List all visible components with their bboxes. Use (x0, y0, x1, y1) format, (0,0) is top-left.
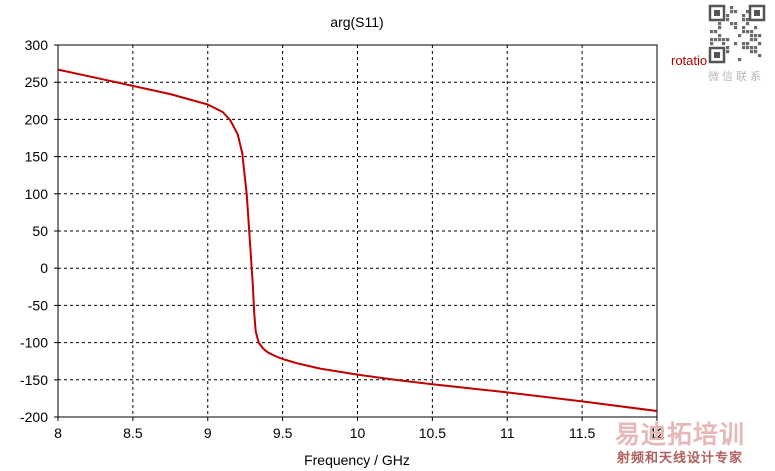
qr-module (734, 10, 738, 14)
qr-module (750, 34, 754, 38)
y-tick-label: -50 (28, 297, 48, 313)
y-tick-label: -200 (20, 409, 48, 425)
series-line-0 (57, 68, 658, 412)
qr-module (750, 50, 754, 54)
qr-module (710, 38, 714, 42)
x-tick-label: 9 (204, 425, 212, 441)
y-tick-label: 100 (25, 186, 49, 202)
qr-module (734, 42, 738, 46)
qr-module (718, 22, 722, 26)
qr-module (746, 30, 750, 34)
qr-module (726, 46, 730, 50)
qr-module (742, 46, 746, 50)
qr-module (726, 50, 730, 54)
y-tick-label: -100 (20, 335, 48, 351)
qr-module (754, 50, 758, 54)
y-tick-label: 200 (25, 111, 49, 127)
qr-finder (748, 4, 766, 22)
qr-module (730, 22, 734, 26)
y-tick-label: -150 (20, 372, 48, 388)
qr-module (754, 46, 758, 50)
x-tick-label: 11 (500, 425, 515, 441)
qr-module (730, 6, 734, 10)
qr-module (738, 34, 742, 38)
qr-module (754, 34, 758, 38)
qr-module (722, 38, 726, 42)
qr-code-watermark (708, 4, 766, 66)
qr-module (750, 46, 754, 50)
qr-module (722, 42, 726, 46)
y-tick-label: 250 (25, 74, 49, 90)
qr-module (746, 10, 750, 14)
x-tick-label: 8 (54, 425, 62, 441)
grid (58, 45, 657, 417)
axis-ticks: 8 8.5 9 9.5 10 10.5 11 11.5 12 300 250 200 150 100 50 0… (20, 37, 665, 441)
qr-finder-core (714, 10, 720, 16)
qr-module (754, 38, 758, 42)
qr-module (754, 26, 758, 30)
brand-tagline: 射频和天线设计专家 (616, 450, 743, 466)
qr-module (758, 42, 762, 46)
series-layer (57, 68, 658, 412)
qr-module (742, 18, 746, 22)
y-tick-label: 50 (32, 223, 48, 239)
qr-module (746, 42, 750, 46)
brand-watermark: 易迪拓培训 (615, 420, 745, 449)
qr-module (742, 26, 746, 30)
qr-module (710, 30, 714, 34)
qr-module (746, 46, 750, 50)
chart-title: arg(S11) (330, 14, 383, 30)
qr-module (746, 18, 750, 22)
qr-module (726, 18, 730, 22)
qr-module (730, 10, 734, 14)
qr-module (714, 38, 718, 42)
qr-module (758, 34, 762, 38)
qr-module (718, 34, 722, 38)
y-tick-label: 150 (25, 149, 49, 165)
qr-module (718, 26, 722, 30)
qr-module (750, 30, 754, 34)
x-tick-label: 11.5 (569, 425, 595, 441)
qr-finder (708, 4, 726, 22)
y-tick-label: 0 (40, 260, 48, 276)
x-tick-label: 10 (350, 425, 366, 441)
qr-finder-core (754, 10, 760, 16)
x-tick-label: 9.5 (273, 425, 293, 441)
qr-module (746, 22, 750, 26)
x-axis-label: Frequency / GHz (304, 452, 410, 468)
qr-module (710, 42, 714, 46)
qr-finder-core (714, 52, 720, 58)
qr-module (742, 14, 746, 18)
qr-module (758, 54, 762, 58)
qr-module (738, 58, 742, 62)
x-tick-label: 10.5 (419, 425, 446, 441)
qr-caption: 微信联系 (708, 69, 764, 83)
qr-module (714, 30, 718, 34)
x-tick-label: 8.5 (123, 425, 143, 441)
qr-module (726, 14, 730, 18)
qr-module (734, 22, 738, 26)
qr-module (734, 26, 738, 30)
qr-module (742, 42, 746, 46)
qr-module (750, 38, 754, 42)
qr-finder (708, 46, 726, 64)
qr-module (718, 38, 722, 42)
qr-module (742, 30, 746, 34)
qr-module (726, 38, 730, 42)
y-tick-label: 300 (25, 37, 49, 53)
x-tick-label: 12 (649, 425, 665, 441)
